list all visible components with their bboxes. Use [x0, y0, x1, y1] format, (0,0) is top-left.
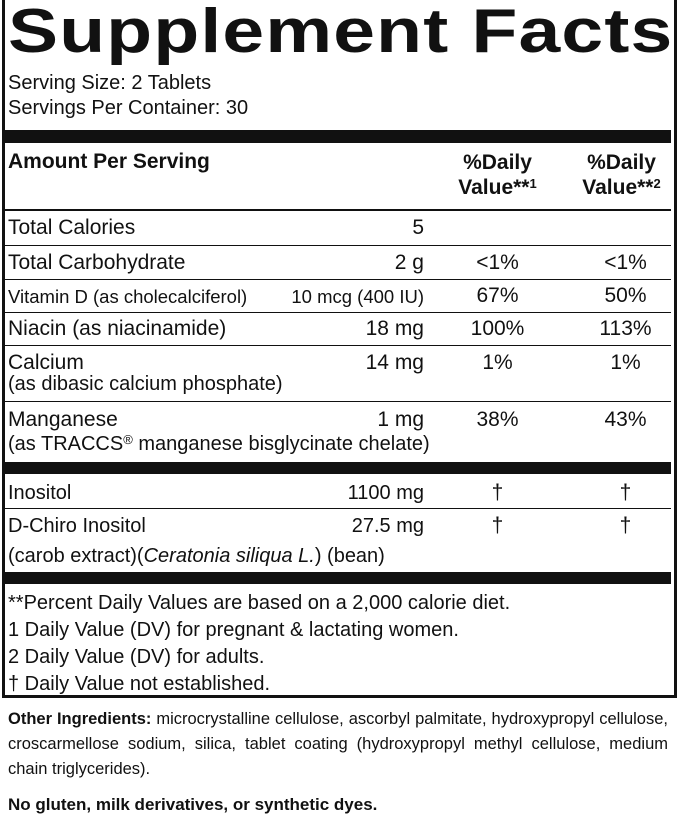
nutrient-name: Total Carbohydrate [8, 251, 186, 274]
title: Supplement Facts [8, 0, 674, 66]
nutrient-amount: 2 g [394, 251, 424, 274]
nutrient-amount: 1100 mg [347, 482, 424, 504]
header-line: Value** [582, 176, 654, 199]
nutrient-name: D-Chiro Inositol [8, 515, 146, 537]
rule [5, 508, 671, 509]
daily-value-1: 100% [470, 317, 525, 340]
nutrient-note: (as dibasic calcium phosphate) [8, 373, 283, 395]
daily-value-2: 43% [604, 408, 647, 431]
note-text: (carob extract)( [8, 545, 144, 567]
nutrient-name: Manganese [8, 408, 118, 431]
nutrient-note: (as TRACCS® manganese bisglycinate chela… [8, 433, 430, 456]
header-amount: Amount Per Serving [8, 150, 210, 173]
rule [5, 312, 671, 313]
header-line: %Daily [587, 151, 656, 174]
rule [5, 345, 671, 346]
thick-rule [5, 130, 671, 143]
header-sup: 1 [529, 176, 537, 191]
daily-value-1: <1% [476, 251, 519, 274]
daily-value-2: † [619, 514, 632, 537]
ingredients-text: microcrystalline cellulose, ascorbyl pal… [8, 710, 668, 778]
header-dv2: %Daily Value**2 [564, 150, 679, 200]
nutrient-amount: 18 mg [365, 317, 424, 340]
daily-value-1: † [491, 514, 504, 537]
daily-value-1: 38% [476, 408, 519, 431]
nutrient-name: Total Calories [8, 216, 136, 239]
nutrient-note: (carob extract)(Ceratonia siliqua L.) (b… [8, 545, 385, 568]
footnote: 2 Daily Value (DV) for adults. [8, 646, 265, 668]
rule [5, 209, 671, 211]
daily-value-2: † [619, 481, 632, 504]
rule [5, 245, 671, 246]
header-dv1: %Daily Value**1 [440, 150, 555, 200]
header-line: Value** [458, 176, 530, 199]
footnote: 1 Daily Value (DV) for pregnant & lactat… [8, 619, 459, 641]
nutrient-amount: 5 [412, 216, 424, 239]
daily-value-2: <1% [604, 251, 647, 274]
footnote: † Daily Value not established. [8, 673, 271, 695]
daily-value-2: 113% [599, 317, 652, 340]
footnote: **Percent Daily Values are based on a 2,… [8, 592, 511, 614]
daily-value-2: 1% [610, 351, 641, 374]
daily-value-1: 1% [482, 351, 513, 374]
ingredients-label: Other Ingredients: [8, 710, 152, 728]
serving-size: Serving Size: 2 Tablets [8, 72, 212, 94]
thick-rule [5, 462, 671, 474]
rule [5, 401, 671, 402]
note-sup: ® [123, 432, 133, 447]
nutrient-name: Inositol [8, 482, 72, 504]
label-box [2, 0, 677, 698]
other-ingredients: Other Ingredients: microcrystalline cell… [8, 707, 668, 782]
nutrient-name: Niacin (as niacinamide) [8, 317, 227, 340]
nutrient-name: Calcium [8, 351, 84, 374]
rule [5, 279, 671, 280]
daily-value-1: 67% [476, 284, 519, 307]
note-text: (as TRACCS [8, 433, 124, 455]
header-sup: 2 [653, 176, 661, 191]
servings-per-container: Servings Per Container: 30 [8, 97, 249, 119]
nutrient-amount: 14 mg [365, 351, 424, 374]
nutrient-amount: 1 mg [377, 408, 424, 431]
thick-rule [5, 572, 671, 584]
nutrient-amount: 10 mcg (400 IU) [291, 286, 424, 307]
header-line: %Daily [463, 151, 532, 174]
daily-value-2: 50% [604, 284, 647, 307]
nutrient-amount: 27.5 mg [351, 515, 424, 537]
daily-value-1: † [491, 481, 504, 504]
nutrient-name: Vitamin D (as cholecalciferol) [8, 286, 248, 307]
note-text: manganese bisglycinate chelate) [132, 433, 430, 455]
note-italic: Ceratonia siliqua L. [143, 545, 315, 567]
free-from: No gluten, milk derivatives, or syntheti… [8, 795, 378, 814]
note-text: ) (bean) [314, 545, 385, 567]
